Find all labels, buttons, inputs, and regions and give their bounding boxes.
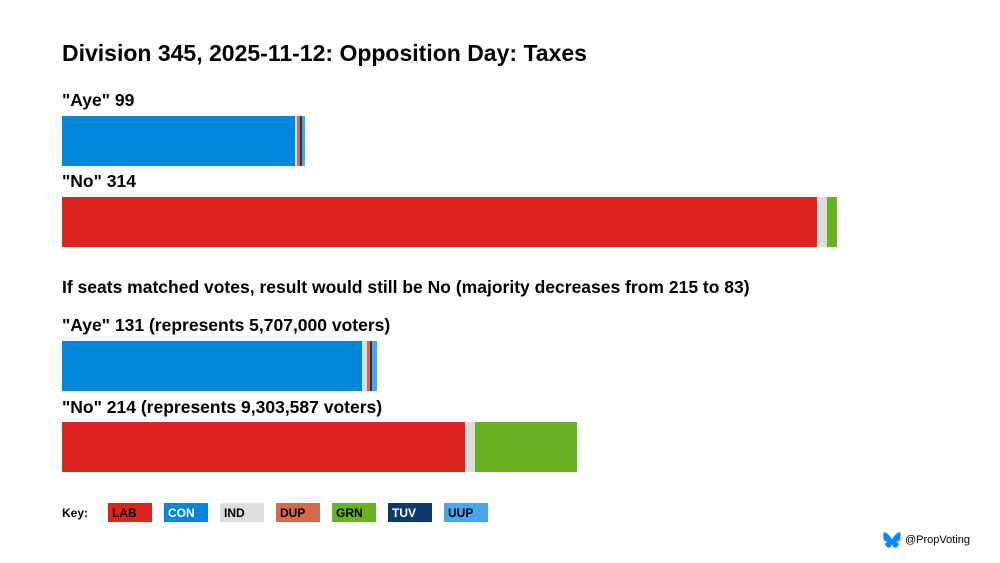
legend-item-uup: UUP — [444, 503, 488, 522]
actual-aye-segment-con — [62, 116, 295, 166]
credit-handle: @PropVoting — [905, 534, 970, 546]
legend-item-lab: LAB — [108, 503, 152, 522]
proportional-no-segment-grn — [474, 422, 577, 472]
proportional-aye-bar — [62, 341, 377, 391]
actual-no-label: "No" 314 — [62, 171, 136, 191]
proportional-no-label: "No" 214 (represents 9,303,587 voters) — [62, 397, 383, 417]
proportional-note: If seats matched votes, result would sti… — [62, 277, 750, 297]
legend-item-con: CON — [164, 503, 208, 522]
proportional-no-bar — [62, 422, 577, 472]
legend-item-dup: DUP — [276, 503, 320, 522]
legend: Key: LAB CON IND DUP GRN TUV UUP — [62, 503, 500, 522]
actual-no-bar — [62, 197, 837, 247]
legend-title: Key: — [62, 505, 89, 520]
proportional-aye-segment-con — [62, 341, 362, 391]
actual-no-segment-grn — [827, 197, 837, 247]
proportional-aye-segment-tuv — [369, 341, 372, 391]
proportional-aye-segment-uup — [372, 341, 377, 391]
actual-aye-segment-tuv — [299, 116, 302, 166]
actual-aye-label: "Aye" 99 — [62, 90, 135, 110]
proportional-no-segment-ind — [464, 422, 475, 472]
proportional-aye-segment-ind — [362, 341, 367, 391]
chart-title: Division 345, 2025-11-12: Opposition Day… — [62, 40, 587, 66]
actual-no-segment-lab — [62, 197, 817, 247]
proportional-no-segment-lab — [62, 422, 465, 472]
credit: @PropVoting — [883, 532, 970, 548]
actual-aye-segment-uup — [302, 116, 305, 166]
legend-item-tuv: TUV — [388, 503, 432, 522]
proportional-aye-label: "Aye" 131 (represents 5,707,000 voters) — [62, 315, 391, 335]
actual-aye-segment-dup — [297, 116, 300, 166]
actual-aye-bar — [62, 116, 305, 166]
proportional-aye-segment-dup — [367, 341, 370, 391]
actual-no-segment-ind — [817, 197, 827, 247]
actual-aye-segment-ind — [294, 116, 297, 166]
legend-item-grn: GRN — [332, 503, 376, 522]
butterfly-icon — [883, 532, 901, 548]
legend-item-ind: IND — [220, 503, 264, 522]
